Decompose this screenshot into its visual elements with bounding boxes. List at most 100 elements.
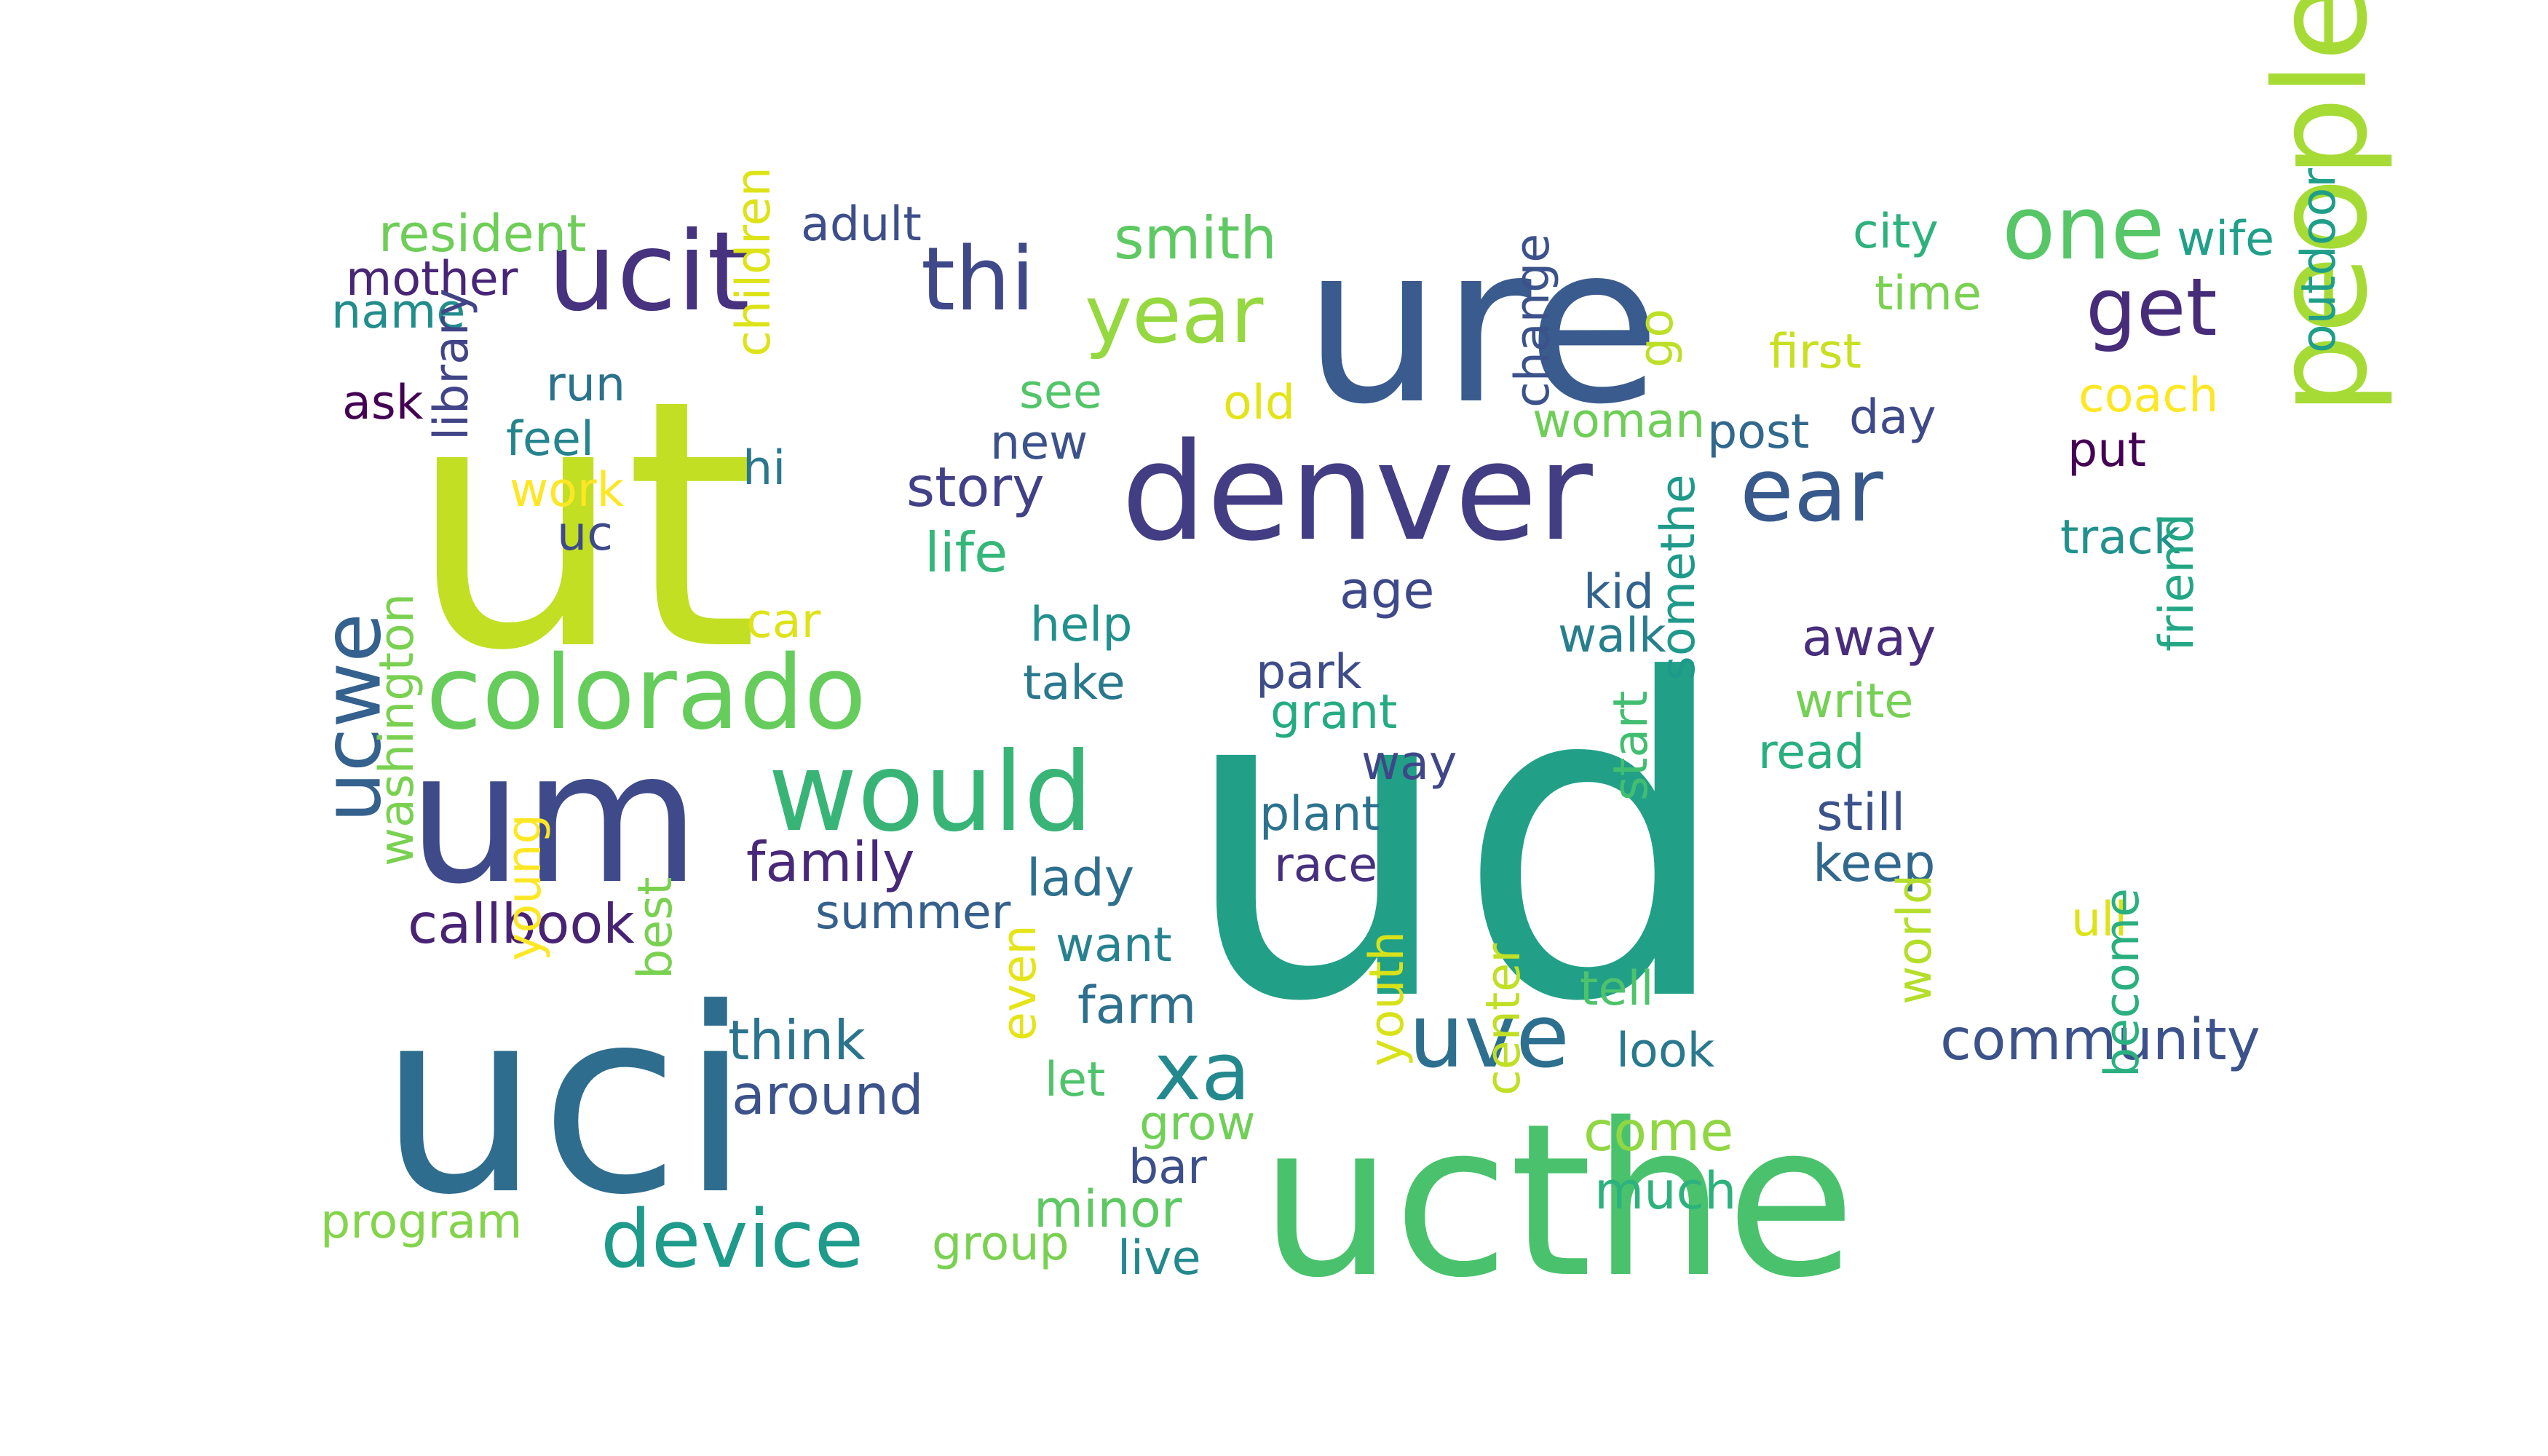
word-want: want: [1056, 918, 1172, 973]
word-time: time: [1875, 266, 1982, 321]
word-run: run: [546, 357, 625, 412]
word-day: day: [1849, 390, 1936, 445]
word-story: story: [906, 455, 1045, 519]
word-program: program: [320, 1195, 522, 1249]
word-hi: hi: [743, 441, 786, 496]
word-old: old: [1223, 376, 1295, 430]
word-device: device: [601, 1192, 863, 1286]
word-summer: summer: [815, 885, 1011, 940]
word-one: one: [2002, 178, 2164, 280]
word-coach: coach: [2078, 368, 2218, 423]
word-ucit: ucit: [547, 209, 750, 336]
word-minor: minor: [1034, 1179, 1182, 1239]
word-city: city: [1853, 205, 1939, 259]
word-become: become: [2095, 888, 2150, 1077]
word-community: community: [1940, 1008, 2260, 1073]
word-bar: bar: [1128, 1140, 1207, 1195]
word-callbook: callbook: [408, 892, 635, 956]
word-washington: washington: [370, 593, 424, 866]
word-xa: xa: [1154, 1025, 1251, 1118]
word-center: center: [1476, 943, 1531, 1096]
word-would: would: [768, 729, 1093, 856]
word-see: see: [1019, 365, 1102, 419]
word-smith: smith: [1114, 205, 1277, 272]
word-year: year: [1085, 268, 1264, 361]
word-feel: feel: [506, 412, 594, 467]
word-first: first: [1769, 325, 1861, 379]
word-ear: ear: [1740, 440, 1883, 542]
word-ure: ure: [1303, 198, 1661, 452]
word-tell: tell: [1580, 962, 1654, 1016]
word-way: way: [1361, 736, 1457, 791]
word-best: best: [628, 877, 683, 979]
word-youth: youth: [1360, 931, 1415, 1067]
word-track: track: [2060, 510, 2181, 565]
word-family: family: [746, 830, 914, 894]
word-keep: keep: [1813, 834, 1936, 893]
word-mother: mother: [346, 252, 518, 306]
word-thi: thi: [921, 229, 1034, 331]
word-outdoor: outdoor: [2292, 168, 2346, 353]
word-colorado: colorado: [426, 634, 866, 753]
word-start: start: [1604, 691, 1658, 801]
word-change: change: [1506, 234, 1560, 408]
word-take: take: [1023, 656, 1125, 711]
word-let: let: [1045, 1053, 1106, 1107]
word-uci: uci: [379, 954, 751, 1251]
word-somethe: somethe: [1651, 474, 1706, 681]
word-uc: uc: [557, 507, 613, 561]
word-away: away: [1802, 608, 1936, 668]
word-lady: lady: [1026, 848, 1134, 908]
word-put: put: [2068, 423, 2146, 478]
word-get: get: [2086, 261, 2217, 354]
word-help: help: [1030, 598, 1133, 652]
word-wife: wife: [2177, 212, 2274, 266]
word-friend: friend: [2150, 513, 2204, 652]
word-adult: adult: [801, 197, 922, 252]
word-ask: ask: [342, 376, 424, 430]
word-work: work: [510, 463, 625, 518]
word-uve: uve: [1409, 986, 1570, 1088]
word-ud: ud: [1179, 588, 1733, 1097]
word-age: age: [1340, 561, 1434, 620]
word-new: new: [990, 416, 1088, 470]
word-name: name: [331, 285, 465, 339]
word-race: race: [1274, 838, 1377, 893]
word-think: think: [728, 1008, 866, 1072]
word-kid: kid: [1583, 565, 1654, 620]
word-write: write: [1795, 674, 1913, 729]
word-group: ud ut ure ucthe uci um denver people colorado uci…: [306, 0, 2396, 1324]
word-go: go: [1629, 309, 1684, 368]
word-plant: plant: [1259, 787, 1380, 842]
word-park: park: [1256, 645, 1362, 700]
word-ucwe: ucwe: [306, 613, 399, 823]
word-farm: farm: [1077, 976, 1196, 1035]
word-ull: ull: [2071, 893, 2127, 947]
word-library: library: [424, 288, 479, 440]
word-group: group: [932, 1216, 1069, 1271]
word-around: around: [732, 1063, 924, 1127]
word-world: world: [1888, 874, 1942, 1005]
word-live: live: [1117, 1231, 1201, 1286]
word-grant: grant: [1270, 685, 1398, 740]
word-ucthe: ucthe: [1259, 1079, 1856, 1324]
word-ut: ut: [408, 327, 759, 725]
word-um: um: [408, 712, 700, 924]
word-car: car: [746, 594, 821, 649]
word-grow: grow: [1139, 1096, 1256, 1151]
word-walk: walk: [1558, 609, 1666, 663]
word-children: children: [727, 167, 781, 357]
word-resident: resident: [379, 204, 587, 264]
word-even: even: [992, 925, 1047, 1041]
word-much: much: [1594, 1161, 1736, 1221]
word-still: still: [1816, 783, 1905, 842]
word-denver: denver: [1121, 414, 1594, 571]
word-post: post: [1707, 405, 1809, 459]
word-woman: woman: [1532, 394, 1705, 448]
word-young: young: [497, 814, 552, 961]
word-come: come: [1583, 1099, 1733, 1163]
word-people: people: [2248, 0, 2396, 415]
word-read: read: [1758, 725, 1864, 780]
word-life: life: [925, 521, 1008, 585]
